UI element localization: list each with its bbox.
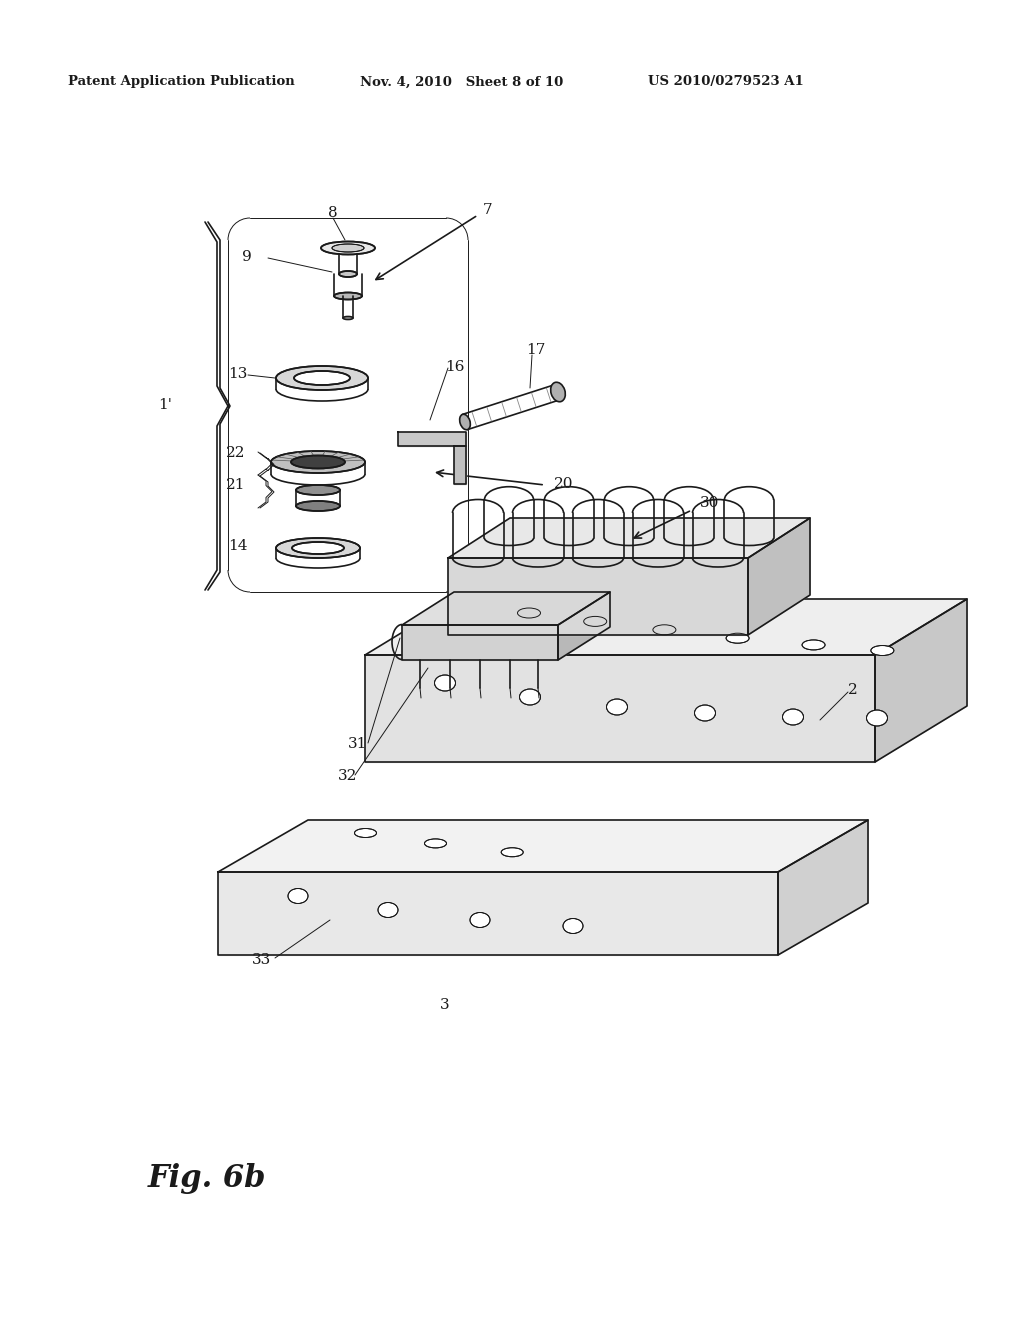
Text: 3: 3	[440, 998, 450, 1012]
Polygon shape	[778, 820, 868, 954]
Polygon shape	[218, 873, 778, 954]
Ellipse shape	[519, 689, 541, 705]
Ellipse shape	[288, 888, 308, 903]
Polygon shape	[558, 591, 610, 660]
Ellipse shape	[334, 293, 362, 300]
Ellipse shape	[470, 912, 490, 928]
Ellipse shape	[343, 317, 353, 319]
Ellipse shape	[866, 710, 888, 726]
Text: 2: 2	[848, 682, 858, 697]
Ellipse shape	[332, 244, 364, 252]
Text: Fig. 6b: Fig. 6b	[148, 1163, 266, 1193]
Ellipse shape	[870, 645, 894, 656]
Ellipse shape	[296, 502, 340, 511]
Ellipse shape	[517, 609, 541, 618]
Ellipse shape	[292, 543, 344, 554]
Text: 16: 16	[445, 360, 465, 374]
Ellipse shape	[296, 484, 340, 495]
Polygon shape	[365, 655, 874, 762]
Polygon shape	[748, 517, 810, 635]
Ellipse shape	[276, 539, 360, 558]
Ellipse shape	[378, 903, 398, 917]
Text: 21: 21	[226, 478, 246, 492]
Ellipse shape	[294, 371, 350, 385]
Ellipse shape	[694, 705, 716, 721]
Text: 1': 1'	[158, 399, 172, 412]
Ellipse shape	[563, 919, 583, 933]
Text: US 2010/0279523 A1: US 2010/0279523 A1	[648, 75, 804, 88]
Text: Nov. 4, 2010   Sheet 8 of 10: Nov. 4, 2010 Sheet 8 of 10	[360, 75, 563, 88]
Ellipse shape	[354, 829, 377, 837]
Ellipse shape	[606, 700, 628, 715]
Text: 8: 8	[328, 206, 338, 220]
Polygon shape	[874, 599, 967, 762]
Ellipse shape	[291, 455, 345, 469]
Text: 31: 31	[348, 737, 368, 751]
Text: 14: 14	[228, 539, 248, 553]
Ellipse shape	[584, 616, 606, 627]
Ellipse shape	[460, 414, 470, 430]
Text: 32: 32	[338, 770, 357, 783]
Text: Patent Application Publication: Patent Application Publication	[68, 75, 295, 88]
Polygon shape	[398, 432, 466, 446]
Polygon shape	[218, 820, 868, 873]
Ellipse shape	[726, 634, 750, 643]
Text: 33: 33	[252, 953, 271, 968]
Ellipse shape	[271, 451, 365, 473]
Polygon shape	[402, 624, 558, 660]
Ellipse shape	[653, 624, 676, 635]
Ellipse shape	[501, 847, 523, 857]
Text: 20: 20	[554, 477, 573, 491]
Ellipse shape	[551, 383, 565, 401]
Text: 30: 30	[700, 496, 720, 510]
Ellipse shape	[339, 271, 357, 277]
Text: 9: 9	[242, 249, 252, 264]
Polygon shape	[365, 599, 967, 655]
Text: 13: 13	[228, 367, 248, 381]
Text: 17: 17	[526, 343, 546, 356]
Ellipse shape	[434, 675, 456, 690]
Ellipse shape	[321, 242, 375, 255]
Polygon shape	[402, 591, 610, 624]
Ellipse shape	[782, 709, 804, 725]
Text: 22: 22	[226, 446, 246, 459]
Polygon shape	[454, 446, 466, 484]
Text: 7: 7	[483, 203, 493, 216]
Ellipse shape	[425, 840, 446, 847]
Polygon shape	[449, 558, 748, 635]
Ellipse shape	[276, 366, 368, 389]
Ellipse shape	[802, 640, 825, 649]
Polygon shape	[449, 517, 810, 558]
